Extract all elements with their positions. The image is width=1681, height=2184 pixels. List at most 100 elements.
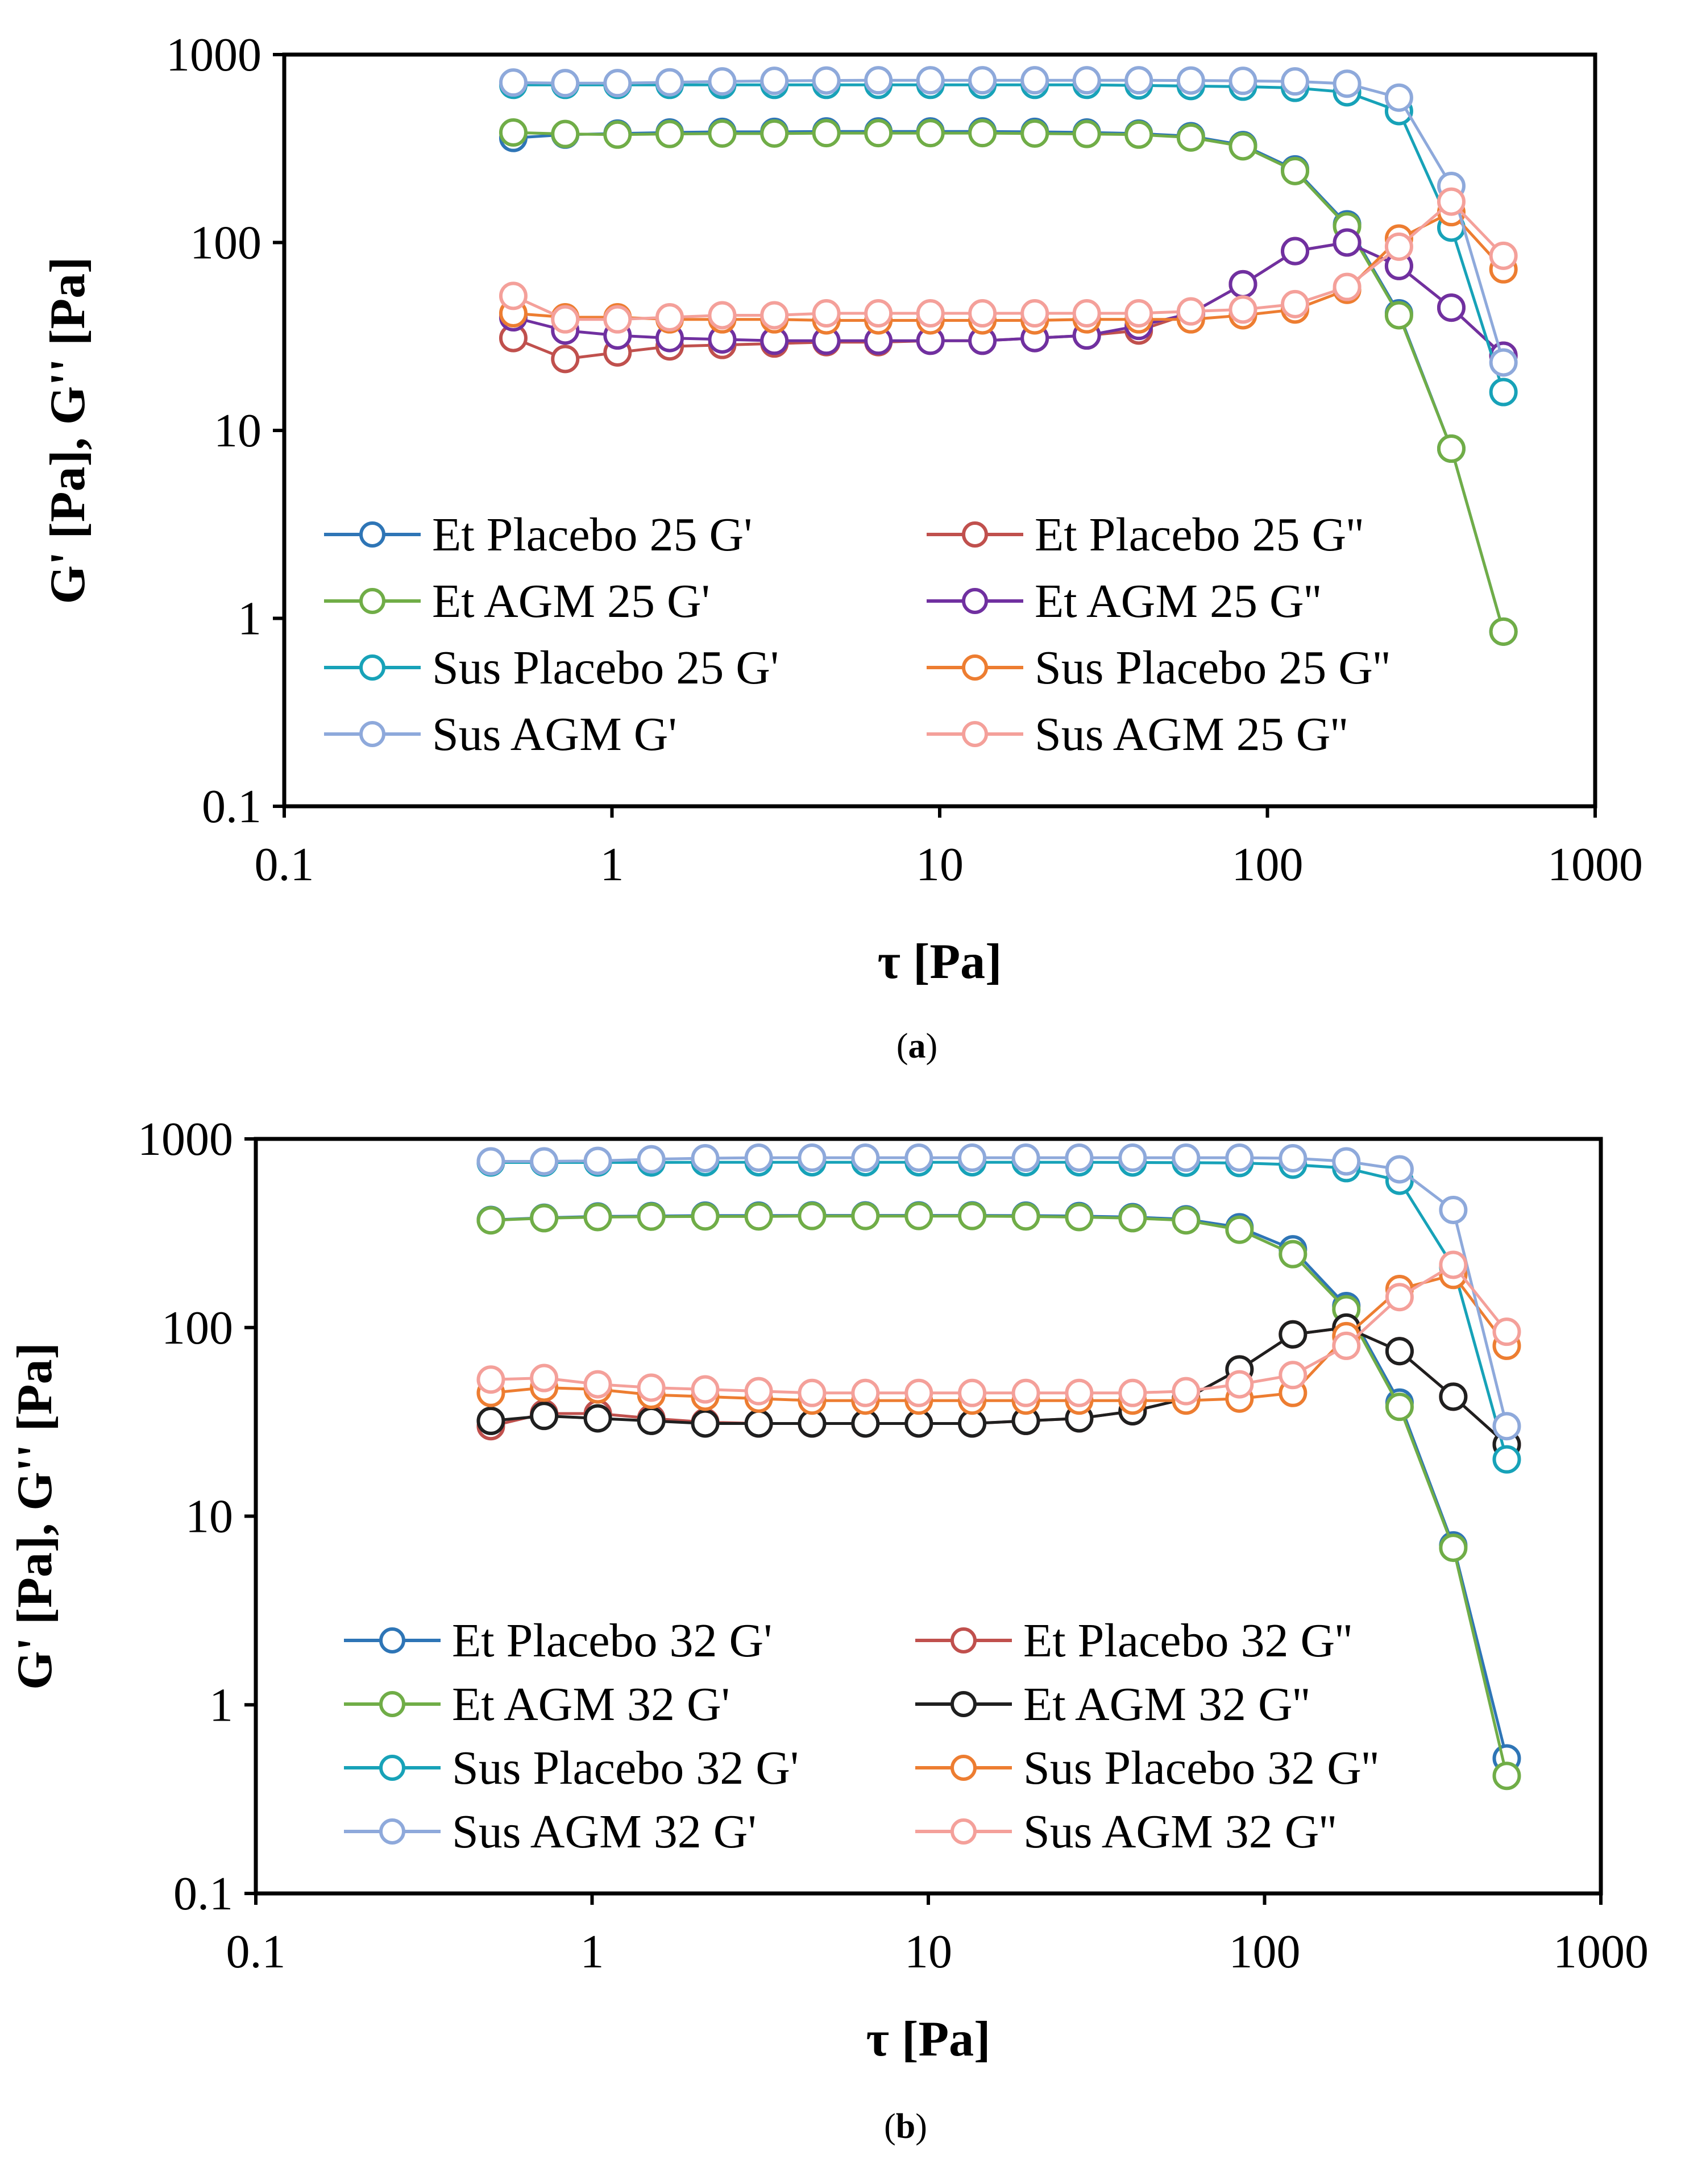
data-point <box>1011 1202 1040 1231</box>
data-point <box>1011 1143 1040 1172</box>
y-axis-title: G' [Pa], G'' [Pa] <box>40 257 96 604</box>
data-point <box>1011 1378 1040 1407</box>
legend-item: Et AGM 25 G'' <box>927 575 1321 628</box>
legend-swatch-marker <box>359 521 385 548</box>
data-point <box>603 305 632 334</box>
data-point <box>812 299 841 328</box>
legend-label: Et AGM 25 G'' <box>1035 575 1321 628</box>
legend-swatch-marker <box>379 1691 405 1717</box>
data-point <box>958 1201 987 1230</box>
legend-swatch-marker <box>962 588 988 614</box>
x-tick-label: 0.1 <box>255 838 314 891</box>
data-point <box>655 68 684 97</box>
data-point <box>1384 83 1413 112</box>
y-tick-label: 100 <box>190 217 262 270</box>
chart-panel-a: 0.1 1 10 100 1000 0.1 1 10 100 1000 τ [Pa] G' [Pa],… <box>40 28 1643 1066</box>
data-point <box>1279 1240 1308 1269</box>
data-point <box>530 1364 559 1393</box>
x-tick-label: 100 <box>1229 1925 1301 1978</box>
x-tick-label: 1000 <box>1547 838 1643 891</box>
legend-label: Sus AGM G' <box>432 708 677 761</box>
legend-swatch-marker <box>379 1818 405 1845</box>
legend-swatch-marker <box>951 1755 977 1781</box>
legend-item: Sus Placebo 25 G' <box>324 641 779 694</box>
data-point <box>637 1145 666 1174</box>
legend-item: Sus Placebo 32 G'' <box>915 1742 1379 1795</box>
data-point <box>1439 1195 1468 1224</box>
x-tick-label: 1 <box>580 1925 604 1978</box>
data-point <box>798 1378 827 1407</box>
legend-item: Et AGM 25 G' <box>324 575 710 628</box>
legend-item: Et Placebo 32 G'' <box>915 1614 1352 1667</box>
panel-caption: (b) <box>884 2107 927 2146</box>
data-point <box>904 1378 933 1407</box>
data-point <box>968 119 997 148</box>
y-tick-label: 0.1 <box>173 1867 233 1920</box>
data-point <box>1437 434 1466 463</box>
data-point <box>476 1206 505 1235</box>
data-point <box>1385 1155 1414 1184</box>
data-point <box>851 1378 880 1407</box>
y-tick-label: 10 <box>214 404 262 457</box>
legend-item: Et AGM 32 G'' <box>915 1678 1310 1731</box>
x-axis-title: τ [Pa] <box>866 2012 991 2067</box>
data-point <box>744 1409 773 1438</box>
series-et-agm-25-g-g1 <box>499 118 1518 646</box>
data-point <box>1172 1377 1201 1406</box>
legend-label: Sus AGM 32 G'' <box>1023 1805 1337 1858</box>
legend-label: Et Placebo 32 G'' <box>1023 1614 1352 1667</box>
data-point <box>744 1202 773 1231</box>
data-point <box>708 301 737 330</box>
data-point <box>1225 1370 1254 1399</box>
x-tick-label: 0.1 <box>226 1925 286 1978</box>
data-point <box>1439 1250 1468 1279</box>
legend-label: Sus Placebo 32 G' <box>452 1742 799 1795</box>
data-point <box>476 1147 505 1176</box>
data-point <box>499 281 528 310</box>
data-point <box>476 1406 505 1435</box>
data-point <box>1437 187 1466 216</box>
data-point <box>551 305 580 334</box>
data-point <box>760 67 789 96</box>
data-point <box>812 66 841 95</box>
legend-swatch-marker <box>379 1627 405 1653</box>
x-axis-title: τ [Pa] <box>878 934 1002 989</box>
legend-label: Sus Placebo 25 G'' <box>1035 641 1390 694</box>
data-point <box>760 119 789 148</box>
data-point <box>1384 301 1413 330</box>
y-tick-label: 1 <box>209 1679 233 1731</box>
data-point <box>1072 66 1101 95</box>
legend-item: Sus Placebo 32 G' <box>344 1742 799 1795</box>
data-point <box>1492 1445 1521 1474</box>
data-point <box>1333 69 1362 98</box>
data-point <box>1065 1378 1094 1407</box>
data-point <box>1176 123 1205 152</box>
legend-item: Et AGM 32 G' <box>344 1678 730 1731</box>
data-point <box>1118 1204 1147 1233</box>
data-point <box>1072 119 1101 148</box>
data-point <box>1385 1337 1414 1366</box>
data-point <box>1225 1143 1254 1172</box>
data-point <box>1385 1393 1414 1422</box>
data-point <box>530 1402 559 1431</box>
legend-item: Sus AGM 32 G'' <box>915 1805 1337 1858</box>
y-tick-label: 1000 <box>138 1113 233 1166</box>
data-point <box>1124 299 1153 328</box>
data-point <box>968 66 997 95</box>
data-point <box>1332 1147 1361 1176</box>
legend-item: Et Placebo 25 G' <box>324 508 752 561</box>
legend-swatch-marker <box>951 1691 977 1717</box>
data-point <box>1492 1762 1521 1791</box>
data-point <box>1333 228 1362 257</box>
legend: Et Placebo 25 G' Et Placebo 25 G'' Et AGM … <box>324 508 1390 761</box>
legend-item: Sus AGM 32 G' <box>344 1805 757 1858</box>
data-point <box>499 118 528 147</box>
data-point <box>583 1370 612 1399</box>
y-tick-label: 10 <box>185 1490 233 1543</box>
data-point <box>1172 1143 1201 1172</box>
data-point <box>916 299 945 328</box>
legend-label: Et Placebo 32 G' <box>452 1614 772 1667</box>
data-point <box>530 1147 559 1176</box>
data-point <box>1333 272 1362 301</box>
